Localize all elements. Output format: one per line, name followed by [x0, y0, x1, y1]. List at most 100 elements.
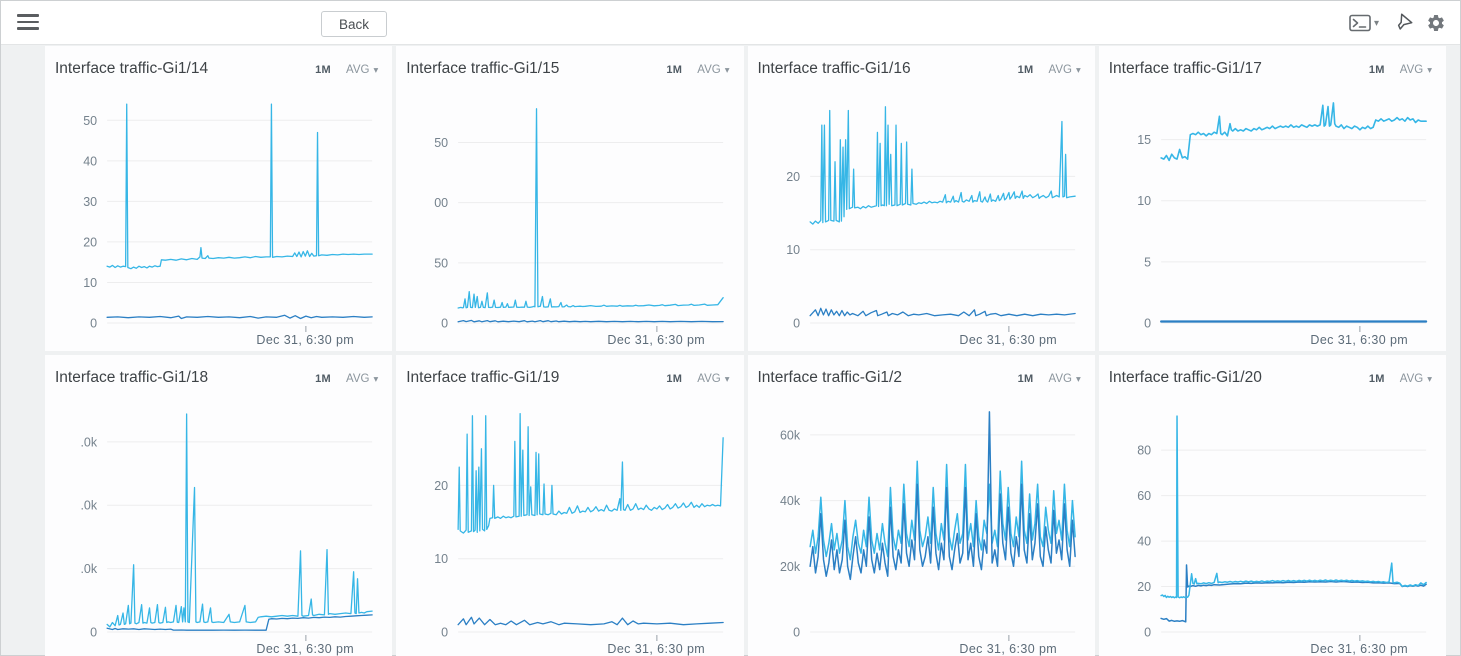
chart-canvas[interactable]: 0 5 10 15 Dec 31, 6:30 pm	[1099, 80, 1446, 351]
chart-canvas[interactable]: 0 20 40 60 80 Dec 31, 6:30 pm	[1099, 389, 1446, 656]
svg-text:30: 30	[83, 195, 97, 209]
svg-text:10: 10	[1137, 194, 1151, 208]
chevron-down-icon: ▾	[1075, 374, 1081, 385]
time-range-label: 1M	[1368, 64, 1385, 76]
aggregation-dropdown[interactable]: AVG ▾	[346, 64, 378, 76]
time-range-label: 1M	[315, 373, 332, 385]
svg-text:Dec 31, 6:30 pm: Dec 31, 6:30 pm	[256, 333, 354, 347]
svg-text:0: 0	[1144, 626, 1151, 640]
chart-panel-header: Interface traffic-Gi1/18 1M AVG ▾	[45, 355, 392, 387]
chevron-down-icon: ▾	[1427, 374, 1432, 385]
aggregation-label: AVG	[1048, 64, 1072, 76]
aggregation-label: AVG	[346, 373, 370, 385]
svg-text:Dec 31, 6:30 pm: Dec 31, 6:30 pm	[959, 642, 1057, 656]
svg-text:0: 0	[441, 626, 448, 640]
chart-canvas[interactable]: 0 10 20 Dec 31, 6:30 pm	[396, 389, 743, 656]
svg-text:5: 5	[1144, 255, 1151, 269]
aggregation-dropdown[interactable]: AVG ▾	[697, 64, 729, 76]
chart-title: Interface traffic-Gi1/2	[757, 369, 902, 386]
chart-panel-header: Interface traffic-Gi1/2 1M AVG ▾	[748, 355, 1095, 387]
svg-text:0: 0	[441, 317, 448, 331]
chart-title: Interface traffic-Gi1/15	[406, 60, 560, 77]
chart-panel-header: Interface traffic-Gi1/15 1M AVG ▾	[396, 46, 743, 78]
chart-canvas[interactable]: 0 10 20 30 40 50 Dec 31, 6:30 pm	[45, 80, 392, 351]
aggregation-dropdown[interactable]: AVG ▾	[1049, 373, 1081, 385]
chart-canvas[interactable]: 0 50 00 50 Dec 31, 6:30 pm	[396, 80, 743, 351]
terminal-dropdown-button[interactable]: ▾	[1349, 14, 1379, 32]
svg-text:40: 40	[83, 154, 97, 168]
filter-icon	[1397, 13, 1413, 30]
aggregation-label: AVG	[1399, 64, 1424, 76]
chart-panel[interactable]: Interface traffic-Gi1/2 1M AVG ▾ 0 20k 40k 6…	[747, 355, 1095, 656]
filter-button[interactable]	[1392, 13, 1413, 34]
chevron-down-icon: ▾	[1075, 65, 1081, 76]
svg-text:50: 50	[434, 256, 448, 270]
chart-panel[interactable]: Interface traffic-Gi1/18 1M AVG ▾ 0 .0k .0k…	[45, 355, 393, 656]
gear-icon	[1428, 15, 1444, 31]
svg-text:50: 50	[434, 136, 448, 150]
chart-panel-header: Interface traffic-Gi1/19 1M AVG ▾	[396, 355, 743, 387]
aggregation-label: AVG	[697, 64, 721, 76]
svg-text:.0k: .0k	[80, 562, 97, 576]
time-range-label: 1M	[1017, 373, 1034, 385]
svg-text:50: 50	[83, 114, 97, 128]
terminal-icon	[1349, 14, 1371, 32]
aggregation-dropdown[interactable]: AVG ▾	[1400, 373, 1432, 385]
chevron-down-icon: ▾	[724, 65, 730, 76]
chevron-down-icon: ▾	[373, 374, 379, 385]
chart-panel[interactable]: Interface traffic-Gi1/14 1M AVG ▾ 0 10 20 30…	[45, 46, 393, 351]
time-range-label: 1M	[315, 64, 332, 76]
svg-text:0: 0	[90, 626, 97, 640]
chart-canvas[interactable]: 0 10 20 Dec 31, 6:30 pm	[748, 80, 1095, 351]
svg-text:20: 20	[786, 170, 800, 184]
chevron-down-icon: ▾	[1373, 17, 1379, 29]
chevron-down-icon: ▾	[1427, 65, 1432, 76]
chart-title: Interface traffic-Gi1/14	[55, 60, 209, 77]
back-button[interactable]: Back	[321, 11, 388, 37]
svg-text:Dec 31, 6:30 pm: Dec 31, 6:30 pm	[608, 642, 706, 656]
svg-text:80: 80	[1137, 444, 1151, 458]
chart-panel-header: Interface traffic-Gi1/17 1M AVG ▾	[1099, 46, 1446, 78]
chart-title: Interface traffic-Gi1/17	[1108, 60, 1262, 77]
chart-canvas[interactable]: 0 .0k .0k .0k Dec 31, 6:30 pm	[45, 389, 392, 656]
svg-text:0: 0	[90, 317, 97, 331]
chart-panel[interactable]: Interface traffic-Gi1/17 1M AVG ▾ 0 5 10 15 D…	[1098, 46, 1446, 351]
svg-text:.0k: .0k	[80, 435, 97, 449]
svg-text:10: 10	[786, 243, 800, 257]
time-range-label: 1M	[666, 64, 683, 76]
chart-panel[interactable]: Interface traffic-Gi1/20 1M AVG ▾ 0 20 40 60…	[1098, 355, 1446, 656]
time-range-label: 1M	[666, 373, 683, 385]
aggregation-label: AVG	[1048, 373, 1072, 385]
svg-text:60: 60	[1137, 489, 1151, 503]
svg-text:60k: 60k	[779, 428, 800, 442]
chart-title: Interface traffic-Gi1/20	[1108, 369, 1262, 386]
aggregation-dropdown[interactable]: AVG ▾	[346, 373, 378, 385]
aggregation-label: AVG	[1399, 373, 1424, 385]
chevron-down-icon: ▾	[724, 374, 730, 385]
chart-title: Interface traffic-Gi1/16	[757, 60, 911, 77]
chart-title: Interface traffic-Gi1/19	[406, 369, 560, 386]
svg-text:Dec 31, 6:30 pm: Dec 31, 6:30 pm	[608, 333, 706, 347]
hamburger-menu-icon[interactable]	[17, 14, 39, 32]
chevron-down-icon: ▾	[373, 65, 379, 76]
svg-text:20k: 20k	[779, 560, 800, 574]
svg-text:00: 00	[434, 196, 448, 210]
chart-panel[interactable]: Interface traffic-Gi1/19 1M AVG ▾ 0 10 20 De…	[396, 355, 744, 656]
chart-panel-header: Interface traffic-Gi1/16 1M AVG ▾	[748, 46, 1095, 78]
svg-text:40: 40	[1137, 535, 1151, 549]
settings-button[interactable]	[1426, 13, 1446, 33]
chart-panel-header: Interface traffic-Gi1/20 1M AVG ▾	[1099, 355, 1446, 387]
chart-panel-header: Interface traffic-Gi1/14 1M AVG ▾	[45, 46, 392, 78]
svg-text:Dec 31, 6:30 pm: Dec 31, 6:30 pm	[959, 333, 1057, 347]
chart-title: Interface traffic-Gi1/18	[55, 369, 209, 386]
chart-canvas[interactable]: 0 20k 40k 60k Dec 31, 6:30 pm	[748, 389, 1095, 656]
aggregation-label: AVG	[697, 373, 721, 385]
svg-text:Dec 31, 6:30 pm: Dec 31, 6:30 pm	[1310, 333, 1408, 347]
chart-panel[interactable]: Interface traffic-Gi1/16 1M AVG ▾ 0 10 20 De…	[747, 46, 1095, 351]
aggregation-dropdown[interactable]: AVG ▾	[1400, 64, 1432, 76]
chart-panel[interactable]: Interface traffic-Gi1/15 1M AVG ▾ 0 50 00 50…	[396, 46, 744, 351]
svg-text:20: 20	[83, 235, 97, 249]
svg-text:0: 0	[793, 626, 800, 640]
aggregation-dropdown[interactable]: AVG ▾	[697, 373, 729, 385]
aggregation-dropdown[interactable]: AVG ▾	[1049, 64, 1081, 76]
